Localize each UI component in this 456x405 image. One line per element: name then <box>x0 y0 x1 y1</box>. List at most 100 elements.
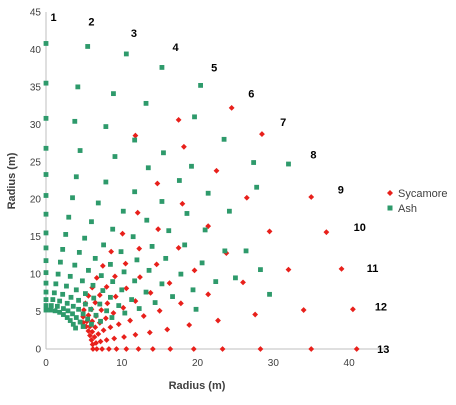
data-point <box>132 278 138 284</box>
data-point <box>76 306 81 312</box>
data-point <box>120 304 127 311</box>
legend-label: Ash <box>398 203 417 215</box>
data-point <box>127 317 134 324</box>
data-point <box>167 346 174 352</box>
data-point <box>178 271 184 277</box>
x-tick-label: 30 <box>268 358 280 369</box>
data-point <box>147 289 154 296</box>
data-point <box>64 300 70 306</box>
ray-label: 5 <box>211 62 217 74</box>
data-point <box>240 279 246 286</box>
x-tick-label: 10 <box>116 358 128 369</box>
data-point <box>111 91 116 97</box>
data-point <box>143 289 149 295</box>
data-point <box>111 335 118 342</box>
data-point <box>226 208 232 214</box>
data-point <box>65 308 71 314</box>
data-point <box>251 160 257 165</box>
data-point <box>93 274 100 281</box>
data-point <box>267 291 272 297</box>
data-point <box>85 44 91 49</box>
y-tick-label: 5 <box>35 307 41 318</box>
data-point <box>43 145 49 151</box>
data-point <box>50 297 56 302</box>
data-point <box>120 208 126 214</box>
data-point <box>70 303 76 309</box>
data-point <box>99 346 105 352</box>
data-point <box>198 82 203 88</box>
data-point <box>83 301 88 307</box>
data-point <box>191 267 198 274</box>
data-point <box>252 311 259 318</box>
data-point <box>43 245 49 251</box>
x-tick-label: 40 <box>344 358 356 369</box>
data-point <box>53 281 59 287</box>
data-point <box>79 278 85 284</box>
data-point <box>170 294 175 299</box>
data-point <box>166 228 172 234</box>
data-point <box>103 283 110 290</box>
data-point <box>205 223 212 230</box>
data-point <box>43 280 49 286</box>
y-tick-label: 30 <box>30 120 42 131</box>
data-point <box>93 340 99 346</box>
data-point <box>57 298 63 304</box>
data-point <box>57 309 63 315</box>
data-point <box>132 132 139 139</box>
data-point <box>73 325 78 331</box>
data-point <box>159 281 165 287</box>
data-point <box>136 245 143 252</box>
data-point <box>338 265 345 272</box>
ray-label: 10 <box>354 222 366 234</box>
data-point <box>215 317 221 324</box>
data-point <box>86 267 91 273</box>
legend-item: Sycamore <box>387 188 448 200</box>
data-point <box>60 291 66 297</box>
data-point <box>132 331 139 338</box>
data-point <box>323 229 330 236</box>
data-point <box>192 114 197 120</box>
data-point <box>80 324 86 329</box>
data-point <box>88 306 94 312</box>
data-point <box>132 189 138 195</box>
data-point <box>119 230 126 237</box>
data-point <box>48 303 54 308</box>
data-point <box>103 337 110 343</box>
data-point <box>266 228 273 235</box>
data-point <box>190 346 197 352</box>
data-point <box>145 165 151 171</box>
data-point <box>89 321 94 327</box>
ray-label: 1 <box>51 12 57 24</box>
data-point <box>72 262 78 268</box>
data-point <box>154 180 161 187</box>
data-point <box>43 297 49 302</box>
data-point <box>100 288 106 293</box>
data-point <box>89 328 96 335</box>
data-point <box>52 308 58 314</box>
ray-label: 7 <box>280 117 286 129</box>
data-point <box>134 257 140 263</box>
data-point <box>43 211 49 217</box>
data-point <box>213 279 219 284</box>
data-point <box>115 321 122 328</box>
data-point <box>205 190 211 196</box>
data-point <box>88 337 95 343</box>
data-point <box>43 289 49 295</box>
data-point <box>221 136 227 142</box>
data-point <box>60 246 66 252</box>
data-point <box>75 84 81 90</box>
y-tick-label: 25 <box>30 157 42 168</box>
data-point <box>43 303 49 308</box>
x-axis-title: Radius (m) <box>169 380 226 392</box>
data-point <box>57 259 63 265</box>
data-point <box>300 307 307 313</box>
data-point <box>123 285 130 292</box>
data-point <box>129 297 135 302</box>
data-point <box>43 258 49 264</box>
data-point <box>181 143 187 150</box>
ray-label: 9 <box>338 184 344 196</box>
x-tick-label: 20 <box>192 358 204 369</box>
y-axis-title: Radius (m) <box>6 152 18 209</box>
data-point <box>80 311 86 317</box>
